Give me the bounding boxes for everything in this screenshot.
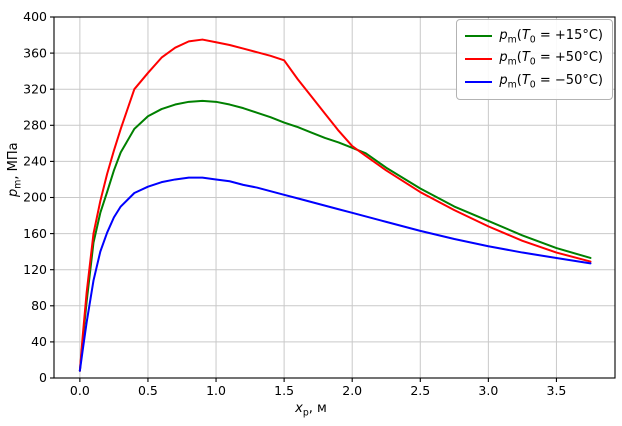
y-tick-label: 0 — [39, 370, 47, 385]
legend-entry: pm(T0 = −50°C) — [465, 71, 603, 94]
x-tick-label: 0.5 — [138, 383, 158, 398]
y-tick-label: 120 — [23, 262, 47, 277]
legend-label: pm(T0 = −50°C) — [499, 73, 603, 91]
y-tick-label: 160 — [23, 226, 47, 241]
x-tick-label: 3.0 — [478, 383, 498, 398]
series-line — [78, 99, 592, 372]
legend-line-swatch — [465, 58, 493, 61]
x-axis-ticks — [79, 378, 557, 382]
x-tick-label: 3.5 — [547, 383, 567, 398]
legend-entry: pm(T0 = +50°C) — [465, 48, 603, 71]
x-tick-label: 1.0 — [206, 383, 226, 398]
legend-entry: pm(T0 = +15°C) — [465, 25, 603, 48]
legend-line-swatch — [465, 81, 493, 84]
y-axis-ticks — [50, 16, 54, 379]
y-tick-label: 240 — [23, 154, 47, 169]
legend-label: pm(T0 = +50°C) — [499, 50, 603, 69]
y-tick-label: 320 — [23, 81, 47, 96]
grid-lines — [54, 16, 615, 379]
y-tick-label: 400 — [23, 9, 47, 24]
y-tick-label: 280 — [23, 118, 47, 133]
y-tick-label: 80 — [31, 298, 47, 313]
x-axis-tick-labels: 0.0 0.5 1.0 1.5 2.0 2.5 3.0 3.5 — [70, 383, 566, 398]
series-line — [78, 38, 592, 372]
legend: pm(T0 = +15°C) pm(T0 = +50°C) pm(T0 = −50°… — [456, 19, 613, 100]
y-tick-label: 40 — [31, 334, 47, 349]
y-axis-tick-labels: 0 40 80 120 160 200 240 280 320 360 400 — [23, 9, 47, 385]
y-tick-label: 200 — [23, 190, 47, 205]
series-line — [78, 176, 592, 372]
x-tick-label: 2.5 — [410, 383, 430, 398]
legend-label: pm(T0 = +15°C) — [499, 27, 603, 46]
series-lines — [78, 38, 592, 372]
x-tick-label: 0.0 — [70, 383, 90, 398]
y-tick-label: 360 — [23, 45, 47, 60]
x-tick-label: 1.5 — [274, 383, 294, 398]
x-tick-label: 2.0 — [342, 383, 362, 398]
x-axis-label: xp, м — [295, 401, 327, 419]
legend-line-swatch — [465, 35, 493, 38]
